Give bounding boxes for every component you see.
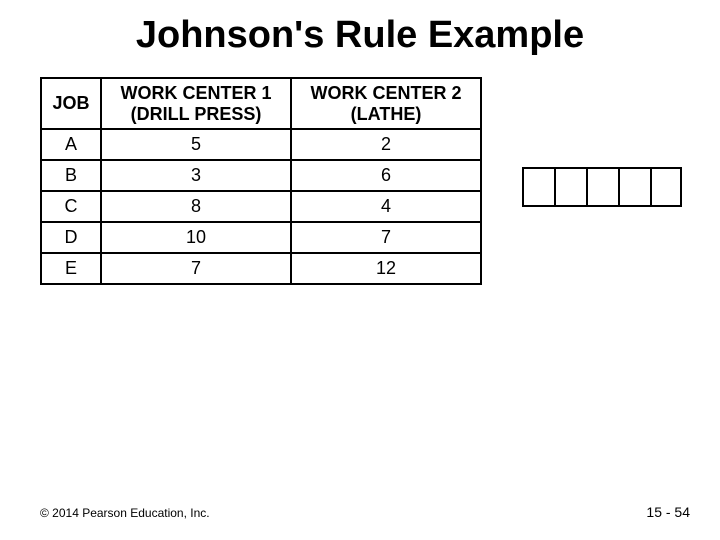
sequence-cell <box>618 167 650 207</box>
slide-title: Johnson's Rule Example <box>0 0 720 57</box>
sequence-cell <box>522 167 554 207</box>
cell-job: B <box>41 160 101 191</box>
table-row: C 8 4 <box>41 191 481 222</box>
cell-job: C <box>41 191 101 222</box>
cell-wc1: 10 <box>101 222 291 253</box>
cell-wc1: 8 <box>101 191 291 222</box>
header-wc1-line1: WORK CENTER 1 <box>120 83 271 103</box>
slide: Johnson's Rule Example JOB WORK CENTER 1… <box>0 0 720 540</box>
sequence-cell <box>650 167 682 207</box>
table-row: D 10 7 <box>41 222 481 253</box>
sequence-boxes <box>522 167 682 207</box>
sequence-cell <box>554 167 586 207</box>
table-row: E 7 12 <box>41 253 481 284</box>
copyright-text: © 2014 Pearson Education, Inc. <box>40 506 210 520</box>
sequence-cell <box>586 167 618 207</box>
header-wc2-line1: WORK CENTER 2 <box>310 83 461 103</box>
cell-wc1: 7 <box>101 253 291 284</box>
header-job: JOB <box>41 78 101 129</box>
cell-wc2: 4 <box>291 191 481 222</box>
header-wc2-line2: (LATHE) <box>351 104 422 124</box>
cell-job: D <box>41 222 101 253</box>
content-row: JOB WORK CENTER 1 (DRILL PRESS) WORK CEN… <box>0 77 720 285</box>
table-header-row: JOB WORK CENTER 1 (DRILL PRESS) WORK CEN… <box>41 78 481 129</box>
cell-wc1: 5 <box>101 129 291 160</box>
table-row: A 5 2 <box>41 129 481 160</box>
header-wc1: WORK CENTER 1 (DRILL PRESS) <box>101 78 291 129</box>
cell-wc2: 2 <box>291 129 481 160</box>
header-job-label: JOB <box>52 93 89 113</box>
cell-wc1: 3 <box>101 160 291 191</box>
cell-job: E <box>41 253 101 284</box>
cell-wc2: 7 <box>291 222 481 253</box>
cell-job: A <box>41 129 101 160</box>
table-row: B 3 6 <box>41 160 481 191</box>
cell-wc2: 12 <box>291 253 481 284</box>
jobs-table: JOB WORK CENTER 1 (DRILL PRESS) WORK CEN… <box>40 77 482 285</box>
cell-wc2: 6 <box>291 160 481 191</box>
page-number: 15 - 54 <box>646 504 690 520</box>
header-wc2: WORK CENTER 2 (LATHE) <box>291 78 481 129</box>
header-wc1-line2: (DRILL PRESS) <box>131 104 262 124</box>
